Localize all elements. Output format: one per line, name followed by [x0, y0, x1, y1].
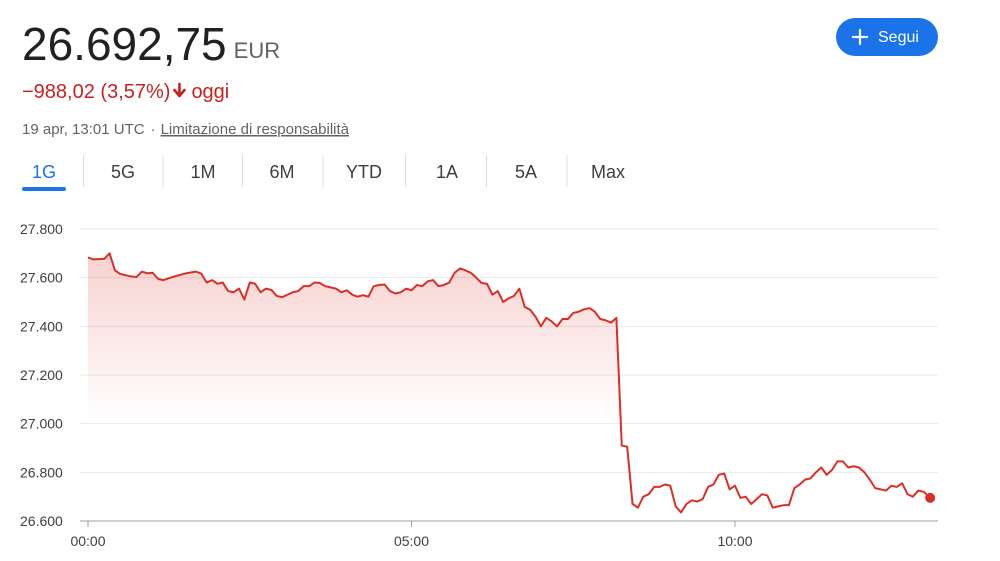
y-tick-label: 27.800 — [20, 221, 63, 237]
tab[interactable]: 1M — [190, 162, 215, 182]
period: oggi — [191, 81, 229, 103]
down-arrow-icon — [173, 82, 186, 98]
price-change: −988,02 (3,57%) — [22, 81, 170, 103]
x-tick-label: 10:00 — [717, 533, 752, 549]
follow-button-label[interactable]: Segui — [878, 29, 919, 46]
tab[interactable]: YTD — [346, 162, 382, 182]
area — [88, 253, 931, 521]
follow-button[interactable]: Segui — [836, 18, 938, 56]
tab[interactable]: 1A — [436, 162, 458, 182]
y-tick-label: 26.800 — [20, 464, 63, 480]
separator: · — [151, 121, 156, 138]
y-tick-label: 27.000 — [20, 416, 63, 432]
y-tick-label: 27.600 — [20, 270, 63, 286]
y-tick-label: 26.600 — [20, 513, 63, 529]
last-point — [925, 492, 936, 503]
timestamp: 19 apr, 13:01 UTC — [22, 121, 145, 138]
x-tick-label: 00:00 — [70, 533, 105, 549]
follow-button-bg[interactable] — [836, 18, 938, 56]
tab[interactable]: Max — [591, 162, 625, 182]
plus-icon — [851, 28, 869, 46]
tab[interactable]: 5A — [515, 162, 537, 182]
tab[interactable]: 6M — [269, 162, 294, 182]
y-tick-label: 27.400 — [20, 318, 63, 334]
tab[interactable]: 5G — [111, 162, 135, 182]
x-tick-label: 05:00 — [394, 533, 429, 549]
disclaimer-link[interactable]: Limitazione di responsabilità — [161, 121, 350, 138]
tab[interactable]: 1G — [32, 162, 56, 182]
tab-active-indicator — [22, 187, 66, 191]
currency: EUR — [234, 38, 280, 63]
y-tick-label: 27.200 — [20, 367, 63, 383]
line — [87, 252, 931, 514]
price: 26.692,75 — [22, 18, 227, 70]
